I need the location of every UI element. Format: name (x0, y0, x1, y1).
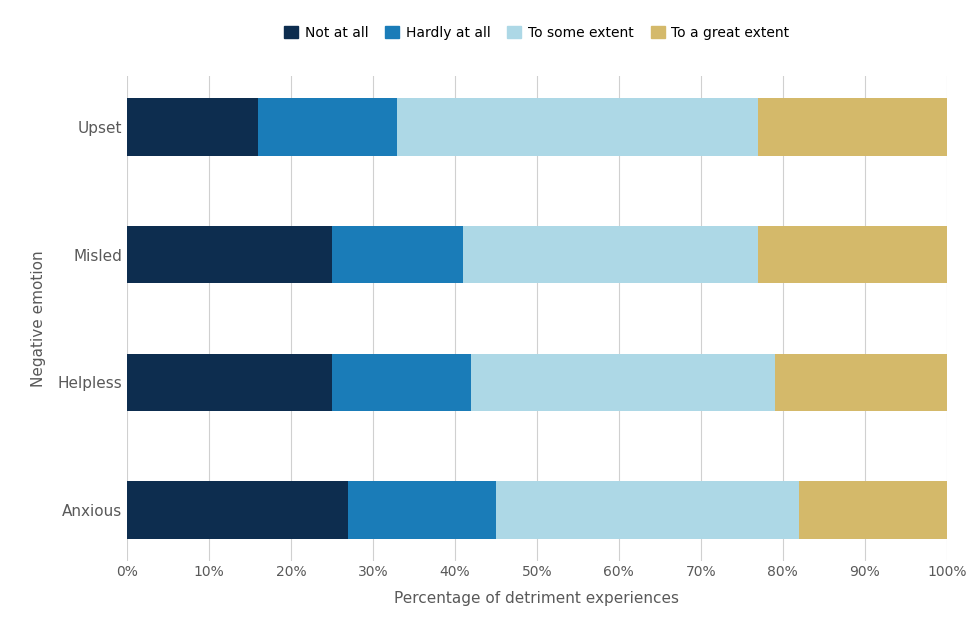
Bar (127, 354, 332, 411)
Bar (775, 354, 947, 411)
Bar (332, 354, 471, 411)
Bar (348, 481, 496, 538)
Bar (397, 99, 758, 156)
X-axis label: Percentage of detriment experiences: Percentage of detriment experiences (394, 590, 679, 606)
Bar (471, 354, 775, 411)
Legend: Not at all, Hardly at all, To some extent, To a great extent: Not at all, Hardly at all, To some exten… (278, 20, 795, 46)
Bar (758, 226, 947, 283)
Y-axis label: Negative emotion: Negative emotion (31, 250, 46, 387)
Bar (258, 99, 397, 156)
Bar (127, 226, 332, 283)
Bar (463, 226, 758, 283)
Bar (496, 481, 799, 538)
Bar (758, 99, 947, 156)
Bar (799, 481, 947, 538)
Bar (127, 481, 348, 538)
Bar (127, 99, 258, 156)
Bar (332, 226, 463, 283)
